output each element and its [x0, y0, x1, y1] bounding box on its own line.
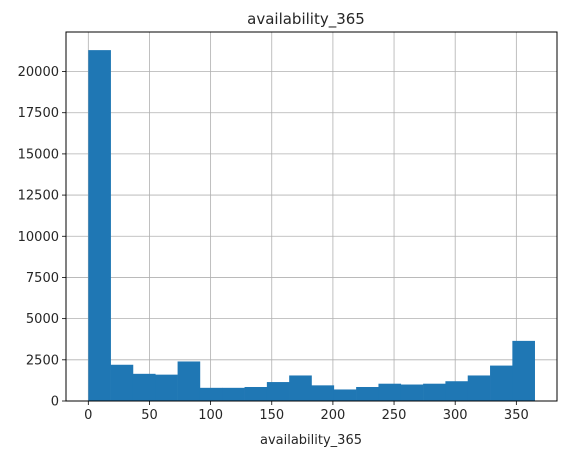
y-tick-label: 15000 — [18, 147, 59, 162]
y-tick-label: 2500 — [26, 353, 59, 368]
histogram-bar — [333, 389, 357, 401]
histogram-bar — [400, 384, 424, 401]
histogram-bar — [467, 375, 491, 401]
histogram-bar — [356, 386, 379, 401]
x-tick-label: 200 — [320, 408, 345, 423]
grid-lines — [66, 32, 557, 402]
histogram-bar — [512, 340, 535, 401]
histogram-bar — [199, 387, 223, 401]
y-tick-label: 20000 — [18, 65, 59, 80]
y-tick-label: 12500 — [18, 189, 59, 204]
histogram-bar — [423, 383, 446, 401]
histogram-bar — [132, 373, 156, 401]
axis-ticks: 0 50 100 150 200 250 300 350 0 2500 5000 7500 10000 1… — [18, 65, 529, 423]
histogram-bar — [266, 382, 290, 401]
histogram-bar — [445, 381, 469, 401]
x-tick-label: 250 — [382, 408, 407, 423]
histogram-bar — [88, 50, 111, 401]
x-tick-label: 150 — [259, 408, 284, 423]
x-tick-label: 100 — [198, 408, 223, 423]
y-tick-label: 0 — [51, 395, 59, 410]
x-tick-label: 350 — [504, 408, 529, 423]
x-tick-label: 50 — [141, 408, 158, 423]
histogram-bar — [490, 365, 513, 401]
histogram-bar — [155, 374, 178, 401]
histogram-bar — [289, 375, 312, 401]
x-axis-title: availability_365 — [260, 433, 362, 448]
y-tick-label: 5000 — [26, 312, 59, 327]
histogram-bar — [378, 383, 402, 401]
y-tick-label: 17500 — [18, 106, 59, 121]
y-tick-label: 7500 — [26, 271, 59, 286]
chart-title: availability_365 — [247, 10, 365, 29]
histogram-bar — [110, 364, 134, 401]
plot-frame — [65, 31, 558, 402]
histogram-bar — [222, 387, 245, 401]
x-tick-label: 300 — [443, 408, 468, 423]
histogram-bar — [244, 386, 268, 401]
x-tick-label: 0 — [84, 408, 92, 423]
histogram-bar — [311, 385, 335, 401]
y-tick-label: 10000 — [18, 230, 59, 245]
histogram-bar — [177, 361, 201, 401]
bars-group — [88, 50, 535, 401]
